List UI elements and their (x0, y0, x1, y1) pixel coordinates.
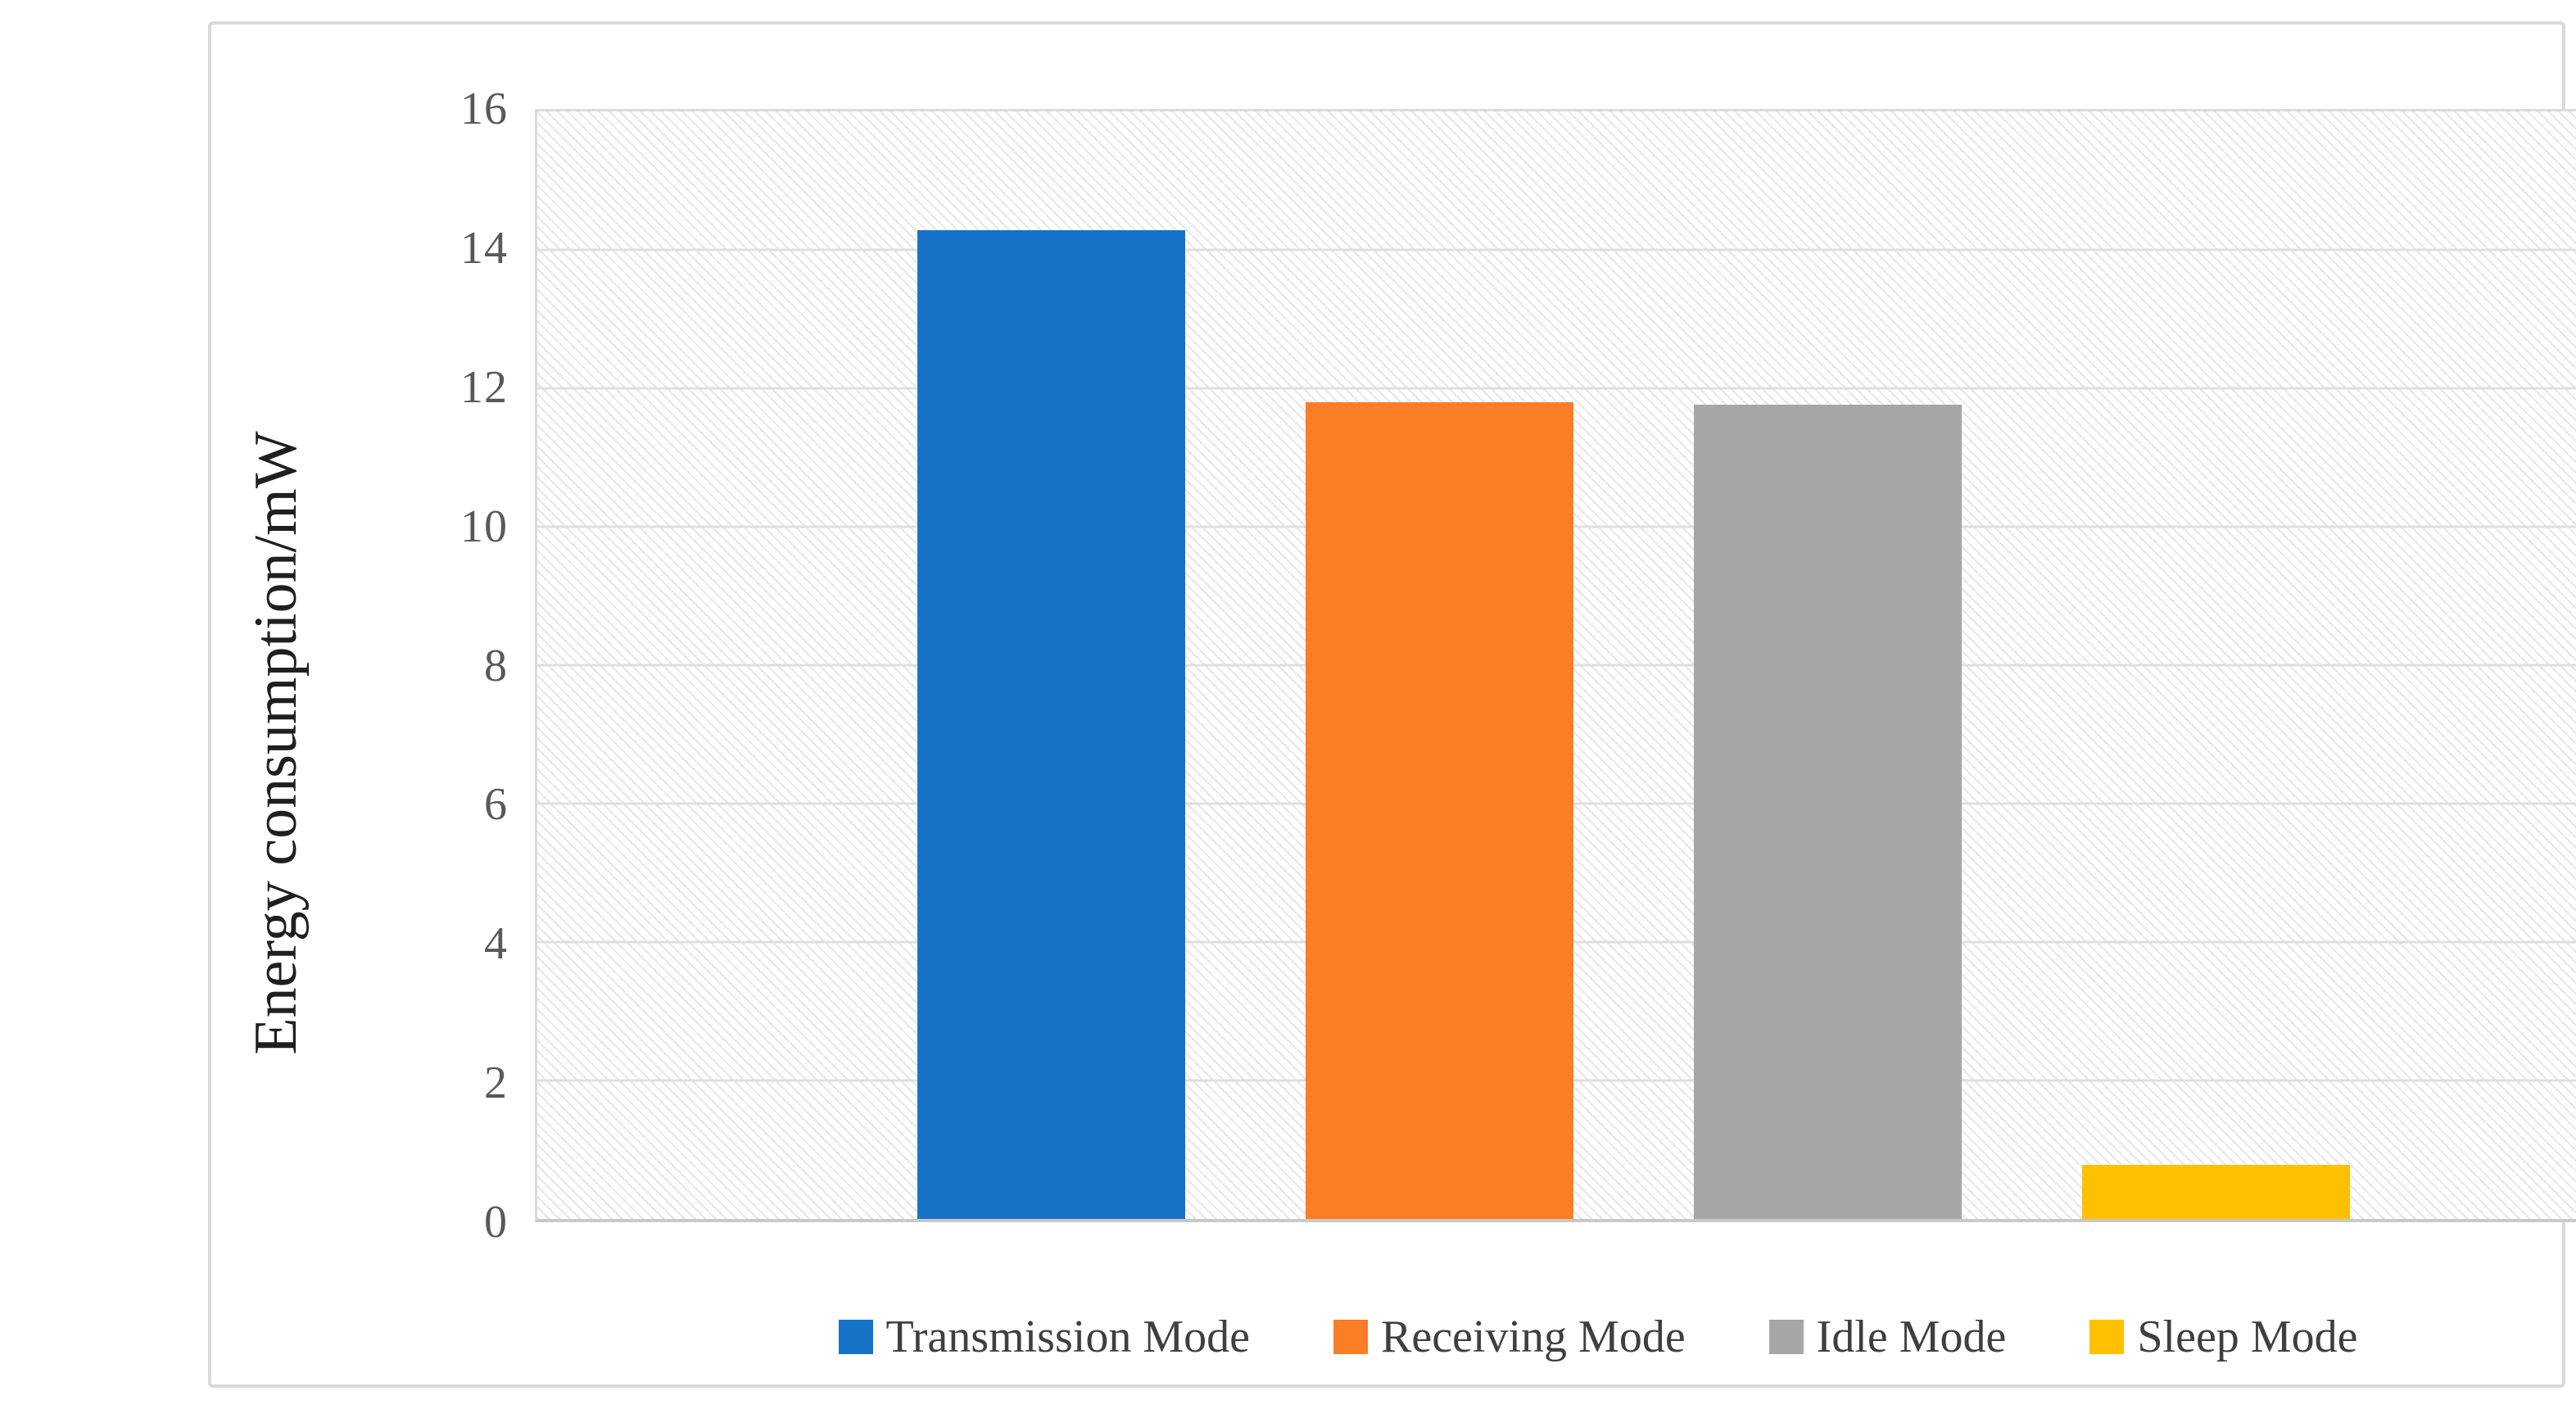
y-axis-tick-label-14: 14 (460, 222, 508, 274)
grid-line-y-12 (537, 387, 2576, 390)
legend-item-sleep-mode: Sleep Mode (2089, 1307, 2357, 1366)
bar-transmission-mode (917, 230, 1186, 1219)
y-axis-tick-label-6: 6 (484, 779, 508, 831)
bar-idle-mode (1693, 405, 1963, 1219)
legend-item-receiving-mode: Receiving Mode (1333, 1307, 1686, 1366)
legend: Transmission Mode Receiving Mode Idle Mode… (419, 1307, 2576, 1366)
legend-swatch-transmission-mode (838, 1320, 873, 1354)
y-axis-tick-label-8: 8 (484, 640, 508, 691)
legend-swatch-idle-mode (1768, 1320, 1804, 1354)
y-axis-tick-label-12: 12 (460, 361, 508, 413)
legend-label-transmission-mode: Transmission Mode (885, 1312, 1250, 1362)
y-axis-tick-label-4: 4 (484, 918, 508, 970)
y-axis-tick-label-10: 10 (460, 501, 508, 552)
legend-label-receiving-mode: Receiving Mode (1380, 1312, 1686, 1362)
y-axis-tick-label-2: 2 (484, 1058, 508, 1109)
legend-label-idle-mode: Idle Mode (1816, 1312, 2007, 1362)
bar-receiving-mode (1306, 401, 1574, 1219)
grid-line-y-14 (537, 248, 2576, 251)
legend-item-transmission-mode: Transmission Mode (838, 1307, 1250, 1366)
y-axis-tick-label-16: 16 (460, 84, 508, 134)
y-axis-tick-label-0: 0 (484, 1197, 508, 1248)
legend-swatch-receiving-mode (1333, 1320, 1368, 1354)
bar-sleep-mode (2081, 1165, 2351, 1219)
plot-area (535, 109, 2576, 1222)
legend-label-sleep-mode: Sleep Mode (2137, 1312, 2358, 1362)
legend-swatch-sleep-mode (2089, 1320, 2125, 1354)
y-axis-tick-rail: 0 2 4 6 8 10 12 14 16 (334, 86, 508, 1245)
chart-frame: Energy consumption/mW 0 2 4 6 8 10 12 14 16 Tran… (208, 21, 2576, 1388)
legend-item-idle-mode: Idle Mode (1768, 1307, 2007, 1366)
y-axis-title: Energy consumption/mW (242, 431, 310, 1055)
